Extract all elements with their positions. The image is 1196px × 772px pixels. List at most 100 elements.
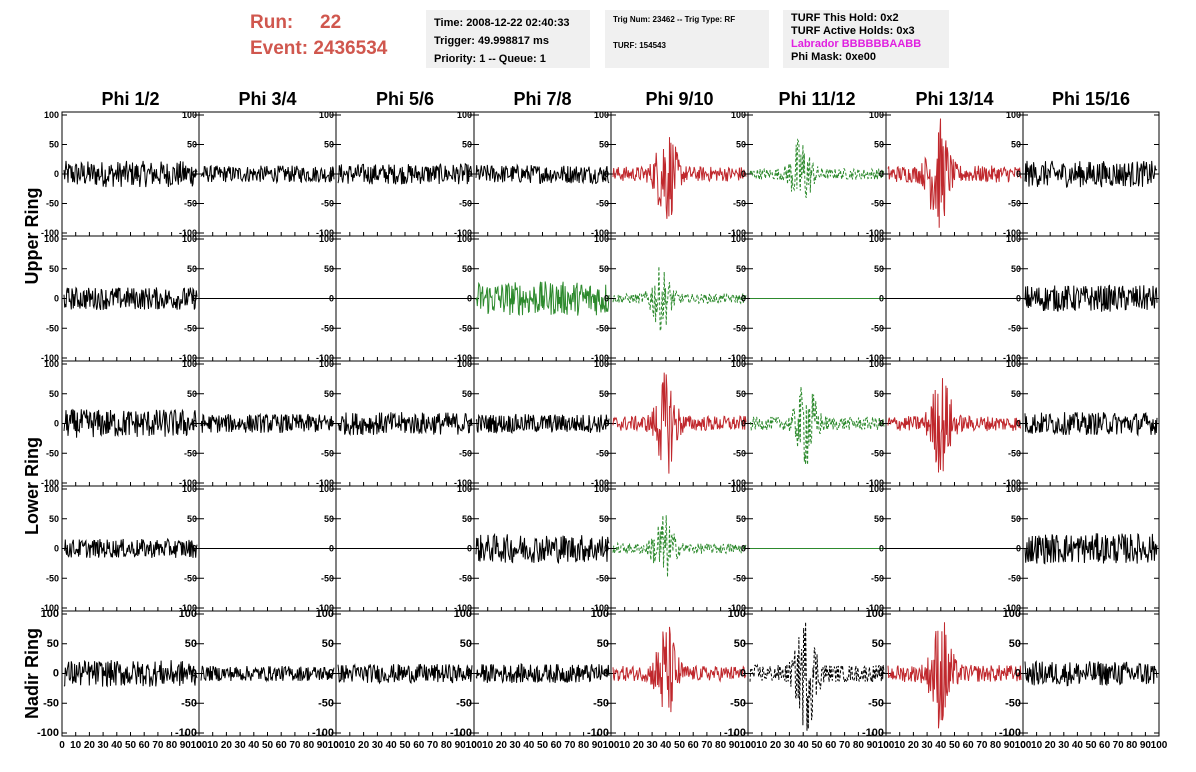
x-tick-label: 100 xyxy=(466,740,483,751)
y-tick-label: -100 xyxy=(179,603,197,613)
x-tick-label: 90 xyxy=(180,740,192,751)
y-tick-label: -100 xyxy=(1003,603,1021,613)
x-tick-label: 60 xyxy=(688,740,700,751)
x-tick-label: 50 xyxy=(674,740,686,751)
y-tick-label: -100 xyxy=(312,727,334,739)
y-tick-label: 50 xyxy=(49,264,59,274)
x-tick-label: 70 xyxy=(1113,740,1125,751)
waveform-trace xyxy=(749,621,885,731)
y-tick-label: 50 xyxy=(187,140,197,150)
column-header: Phi 5/6 xyxy=(376,89,434,109)
y-tick-label: 0 xyxy=(604,294,609,304)
y-tick-label: -100 xyxy=(866,228,884,238)
y-tick-label: -100 xyxy=(591,353,609,363)
turf-info-box: TURF This Hold: 0x2 TURF Active Holds: 0… xyxy=(783,10,949,68)
waveform-trace xyxy=(1024,160,1158,188)
x-tick-label: 50 xyxy=(262,740,274,751)
x-tick-label: 60 xyxy=(139,740,151,751)
y-tick-label: -100 xyxy=(41,353,59,363)
ring-label: Upper Ring xyxy=(22,188,42,285)
waveform-trace xyxy=(63,537,198,558)
y-tick-label: -50 xyxy=(868,697,884,709)
y-tick-label: 0 xyxy=(741,294,746,304)
waveform-trace xyxy=(475,413,610,435)
y-tick-label: -50 xyxy=(1005,697,1021,709)
y-tick-label: 100 xyxy=(319,359,334,369)
y-tick-label: 100 xyxy=(44,110,59,120)
turf-active-text: TURF Active Holds: 0x3 xyxy=(791,25,915,37)
y-tick-label: 0 xyxy=(54,294,59,304)
waveform-trace xyxy=(887,118,1022,228)
y-tick-label: 50 xyxy=(324,389,334,399)
x-tick-label: 80 xyxy=(1126,740,1138,751)
y-tick-label: 0 xyxy=(879,544,884,554)
y-tick-label: -100 xyxy=(454,353,472,363)
y-tick-label: 100 xyxy=(179,608,197,620)
column-header: Phi 9/10 xyxy=(645,89,713,109)
x-tick-label: 70 xyxy=(701,740,713,751)
x-tick-label: 100 xyxy=(1151,740,1168,751)
waveform-trace xyxy=(1024,284,1158,312)
y-tick-label: -50 xyxy=(321,323,334,333)
y-tick-label: 50 xyxy=(874,264,884,274)
y-tick-label: -100 xyxy=(866,353,884,363)
y-tick-label: -100 xyxy=(41,228,59,238)
y-tick-label: 0 xyxy=(329,294,334,304)
time-info-box: Time: 2008-12-22 02:40:33 Trigger: 49.99… xyxy=(426,10,590,68)
x-tick-label: 70 xyxy=(289,740,301,751)
y-tick-label: 100 xyxy=(316,608,334,620)
turf-hold-text: TURF This Hold: 0x2 xyxy=(791,12,899,24)
labrador-text: Labrador BBBBBBAABB xyxy=(791,38,922,50)
x-tick-label: 100 xyxy=(878,740,895,751)
y-tick-label: -50 xyxy=(1008,323,1021,333)
y-tick-label: 100 xyxy=(319,110,334,120)
y-tick-label: 0 xyxy=(878,668,884,680)
y-tick-label: 0 xyxy=(879,419,884,429)
y-tick-label: -50 xyxy=(596,448,609,458)
y-tick-label: 0 xyxy=(192,294,197,304)
y-tick-label: 50 xyxy=(734,638,746,650)
y-tick-label: -50 xyxy=(459,199,472,209)
y-tick-label: 50 xyxy=(874,514,884,524)
x-tick-label: 50 xyxy=(125,740,137,751)
x-tick-label: 30 xyxy=(98,740,110,751)
x-tick-label: 90 xyxy=(592,740,604,751)
y-tick-label: -50 xyxy=(184,199,197,209)
y-tick-label: 50 xyxy=(1011,514,1021,524)
y-tick-label: -50 xyxy=(184,573,197,583)
x-tick-label: 10 xyxy=(482,740,494,751)
x-tick-label: 20 xyxy=(908,740,920,751)
y-tick-label: 100 xyxy=(594,234,609,244)
y-tick-label: -100 xyxy=(728,353,746,363)
y-tick-label: -100 xyxy=(728,603,746,613)
y-tick-label: 100 xyxy=(594,359,609,369)
y-tick-label: 0 xyxy=(467,169,472,179)
y-tick-label: 50 xyxy=(736,514,746,524)
y-tick-label: -50 xyxy=(321,448,334,458)
y-tick-label: -100 xyxy=(728,478,746,488)
run-value: 22 xyxy=(320,12,342,33)
x-tick-label: 90 xyxy=(1140,740,1152,751)
x-tick-label: 60 xyxy=(963,740,975,751)
y-tick-label: 50 xyxy=(462,514,472,524)
y-tick-label: 50 xyxy=(324,140,334,150)
y-tick-label: 50 xyxy=(597,638,609,650)
y-tick-label: 50 xyxy=(185,638,197,650)
run-info: Run: 22 Event: 2436534 xyxy=(250,10,387,62)
waveform-trace xyxy=(1024,660,1158,687)
x-tick-label: 100 xyxy=(603,740,620,751)
waveform-trace xyxy=(612,266,747,331)
x-tick-label: 0 xyxy=(59,740,65,751)
y-tick-label: 0 xyxy=(328,668,334,680)
y-tick-label: 50 xyxy=(599,389,609,399)
y-tick-label: 100 xyxy=(457,484,472,494)
phi-mask-text: Phi Mask: 0xe00 xyxy=(791,51,876,63)
y-tick-label: 50 xyxy=(462,389,472,399)
y-tick-label: -50 xyxy=(46,323,59,333)
y-tick-label: 100 xyxy=(869,234,884,244)
x-tick-label: 100 xyxy=(1015,740,1032,751)
y-tick-label: 50 xyxy=(736,264,746,274)
y-tick-label: 100 xyxy=(731,234,746,244)
y-tick-label: 50 xyxy=(460,638,472,650)
x-tick-label: 40 xyxy=(386,740,398,751)
